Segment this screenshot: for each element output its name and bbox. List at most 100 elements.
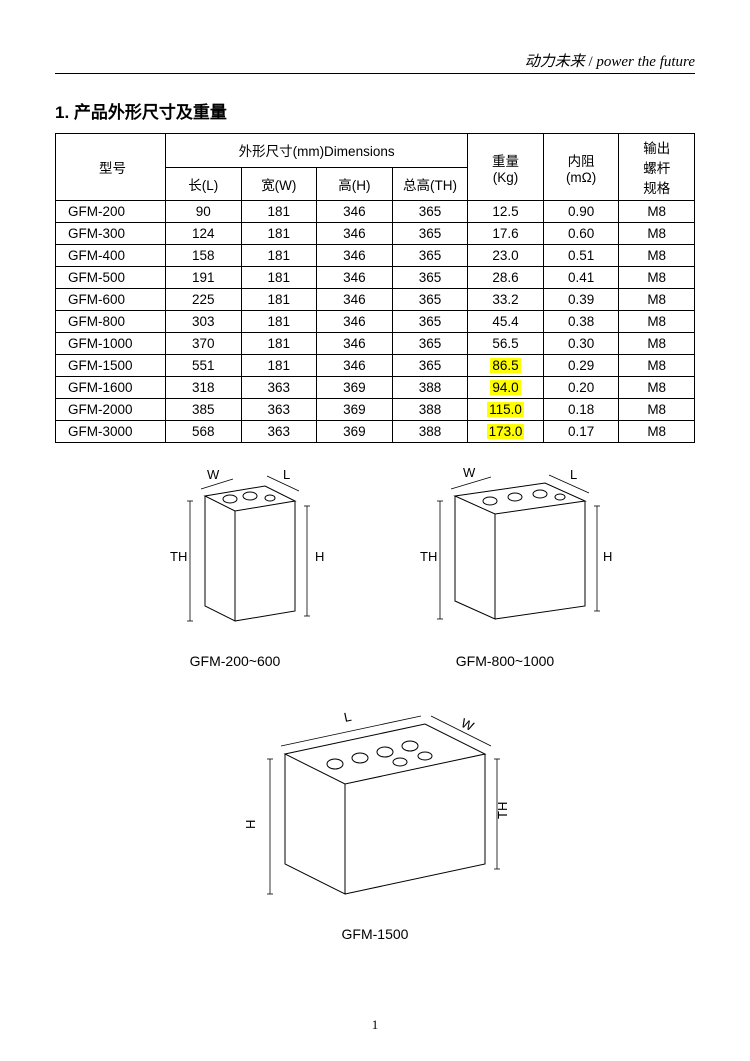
table-cell: 346 (317, 333, 393, 355)
table-cell: 363 (241, 377, 317, 399)
table-cell: GFM-2000 (56, 399, 166, 421)
label-w-2: W (463, 465, 476, 480)
spec-table: 型号 外形尺寸(mm)Dimensions 重量 (Kg) 内阻 (mΩ) 输出… (55, 133, 695, 443)
label-h: H (315, 549, 324, 564)
table-cell: 369 (317, 377, 393, 399)
table-cell: M8 (619, 311, 695, 333)
table-cell: 388 (392, 377, 468, 399)
battery-diagram-1: TH H W L (135, 461, 335, 641)
table-row: GFM-80030318134636545.40.38M8 (56, 311, 695, 333)
table-cell: 0.20 (543, 377, 619, 399)
table-cell: 181 (241, 223, 317, 245)
th-weight: 重量 (Kg) (468, 134, 544, 201)
table-row: GFM-60022518134636533.20.39M8 (56, 289, 695, 311)
table-cell: 90 (165, 201, 241, 223)
table-cell: 158 (165, 245, 241, 267)
table-body: GFM-2009018134636512.50.90M8GFM-30012418… (56, 201, 695, 443)
table-row: GFM-150055118134636586.50.29M8 (56, 355, 695, 377)
table-cell: M8 (619, 201, 695, 223)
table-cell: 303 (165, 311, 241, 333)
table-cell: M8 (619, 223, 695, 245)
table-cell: 17.6 (468, 223, 544, 245)
table-row: GFM-3000568363369388173.00.17M8 (56, 421, 695, 443)
table-row: GFM-30012418134636517.60.60M8 (56, 223, 695, 245)
table-cell: 225 (165, 289, 241, 311)
table-cell: 181 (241, 245, 317, 267)
th-wid: 宽(W) (241, 167, 317, 201)
th-term-3: 规格 (643, 181, 670, 196)
battery-diagram-3: H TH L W (225, 694, 525, 914)
th-len: 长(L) (165, 167, 241, 201)
table-cell: 365 (392, 355, 468, 377)
table-cell: GFM-600 (56, 289, 166, 311)
table-cell: 369 (317, 421, 393, 443)
table-cell: 191 (165, 267, 241, 289)
header-sep: / (585, 54, 597, 70)
diagrams-area: TH H W L GFM-200~600 (55, 461, 695, 942)
table-cell: 365 (392, 223, 468, 245)
table-cell: 181 (241, 289, 317, 311)
table-cell: 551 (165, 355, 241, 377)
table-cell: 0.17 (543, 421, 619, 443)
table-cell: 346 (317, 289, 393, 311)
table-cell: 385 (165, 399, 241, 421)
th-weight-top: 重量 (492, 154, 519, 169)
header-zh: 动力未来 (525, 54, 585, 70)
table-row: GFM-100037018134636556.50.30M8 (56, 333, 695, 355)
table-cell: 23.0 (468, 245, 544, 267)
table-cell: 365 (392, 245, 468, 267)
table-cell: 0.60 (543, 223, 619, 245)
th-hei: 高(H) (317, 167, 393, 201)
table-cell: M8 (619, 421, 695, 443)
table-cell: M8 (619, 399, 695, 421)
table-cell: 346 (317, 311, 393, 333)
page-number: 1 (372, 1017, 379, 1033)
table-cell: 86.5 (468, 355, 544, 377)
label-th-2: TH (420, 549, 437, 564)
table-cell: 0.51 (543, 245, 619, 267)
fig3-caption: GFM-1500 (225, 926, 525, 942)
label-w: W (207, 467, 220, 482)
table-cell: 365 (392, 201, 468, 223)
table-cell: 0.38 (543, 311, 619, 333)
table-cell: 365 (392, 289, 468, 311)
table-cell: 33.2 (468, 289, 544, 311)
table-row: GFM-50019118134636528.60.41M8 (56, 267, 695, 289)
table-cell: GFM-1000 (56, 333, 166, 355)
table-cell: 318 (165, 377, 241, 399)
th-terminal: 输出 螺杆 规格 (619, 134, 695, 201)
table-row: GFM-2009018134636512.50.90M8 (56, 201, 695, 223)
table-cell: 56.5 (468, 333, 544, 355)
table-cell: 388 (392, 399, 468, 421)
th-term-1: 输出 (643, 141, 670, 156)
table-cell: 369 (317, 399, 393, 421)
page-header: 动力未来 / power the future (55, 50, 695, 74)
th-res-bot: (mΩ) (566, 170, 596, 185)
table-cell: 568 (165, 421, 241, 443)
table-cell: 388 (392, 421, 468, 443)
label-l-3: L (343, 709, 353, 725)
th-dims-group: 外形尺寸(mm)Dimensions (165, 134, 467, 168)
table-cell: 365 (392, 311, 468, 333)
th-model: 型号 (56, 134, 166, 201)
table-cell: GFM-1600 (56, 377, 166, 399)
table-cell: M8 (619, 355, 695, 377)
table-cell: 346 (317, 223, 393, 245)
table-cell: GFM-200 (56, 201, 166, 223)
table-cell: 0.41 (543, 267, 619, 289)
figure-2: TH H W L GFM-800~1000 (395, 461, 615, 669)
table-cell: 181 (241, 311, 317, 333)
th-term-2: 螺杆 (643, 161, 670, 176)
table-cell: 181 (241, 333, 317, 355)
table-cell: 346 (317, 245, 393, 267)
label-l: L (283, 467, 290, 482)
table-cell: GFM-1500 (56, 355, 166, 377)
table-cell: 365 (392, 267, 468, 289)
table-cell: 346 (317, 267, 393, 289)
table-cell: GFM-500 (56, 267, 166, 289)
table-cell: GFM-800 (56, 311, 166, 333)
table-cell: GFM-300 (56, 223, 166, 245)
label-th: TH (170, 549, 187, 564)
table-cell: 0.30 (543, 333, 619, 355)
table-cell: 94.0 (468, 377, 544, 399)
